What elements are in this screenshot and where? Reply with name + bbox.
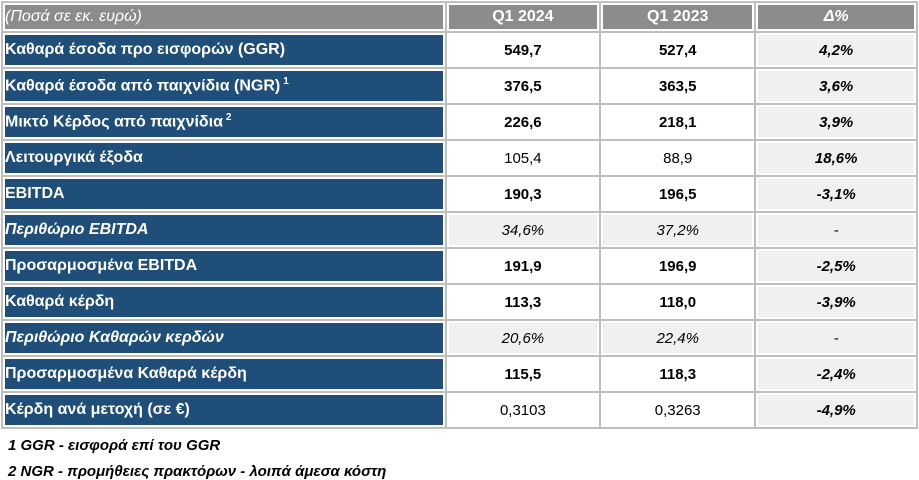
row-label: Λειτουργικά έξοδα bbox=[5, 149, 143, 166]
row-label-cell: Καθαρά έσοδα προ εισφορών (GGR) bbox=[3, 33, 445, 67]
q1-2024-value-cell: 0,3103 bbox=[446, 393, 600, 427]
table-row-gross-profit: Μικτό Κέρδος από παιχνίδια 2 226,6 218,1 … bbox=[3, 105, 916, 139]
financial-results-table: (Ποσά σε εκ. ευρώ) Q1 2024 Q1 2023 Δ% Κα… bbox=[1, 1, 918, 429]
row-label-cell: Προσαρμοσμένα EBITDA bbox=[3, 249, 445, 283]
q1-2023-value-cell: 118,0 bbox=[601, 285, 755, 319]
q1-2023-value-cell: 22,4% bbox=[601, 321, 755, 355]
row-label: EBITDA bbox=[5, 185, 65, 202]
col-header-delta-pct: Δ% bbox=[756, 3, 916, 31]
q1-2024-value-cell: 34,6% bbox=[446, 213, 600, 247]
delta-value-cell: -4,9% bbox=[756, 393, 916, 427]
table-header-row: (Ποσά σε εκ. ευρώ) Q1 2024 Q1 2023 Δ% bbox=[3, 3, 916, 31]
delta-value-cell: 3,9% bbox=[756, 105, 916, 139]
q1-2023-value-cell: 196,5 bbox=[601, 177, 755, 211]
row-label: Καθαρά έσοδα προ εισφορών (GGR) bbox=[5, 41, 286, 58]
q1-2023-value-cell: 218,1 bbox=[601, 105, 755, 139]
q1-2023-value-cell: 527,4 bbox=[601, 33, 755, 67]
row-label-cell: Μικτό Κέρδος από παιχνίδια 2 bbox=[3, 105, 445, 139]
q1-2024-value-cell: 191,9 bbox=[446, 249, 600, 283]
table-row-ggr: Καθαρά έσοδα προ εισφορών (GGR) 549,7 52… bbox=[3, 33, 916, 67]
table-row-ebitda-margin: Περιθώριο EBITDA 34,6% 37,2% - bbox=[3, 213, 916, 247]
q1-2023-value-cell: 118,3 bbox=[601, 357, 755, 391]
table-row-ebitda: EBITDA 190,3 196,5 -3,1% bbox=[3, 177, 916, 211]
table-row-earnings-per-share: Κέρδη ανά μετοχή (σε €) 0,3103 0,3263 -4… bbox=[3, 393, 916, 427]
q1-2024-value-cell: 115,5 bbox=[446, 357, 600, 391]
row-label-cell: Προσαρμοσμένα Καθαρά κέρδη bbox=[3, 357, 445, 391]
table-row-ngr: Καθαρά έσοδα από παιχνίδια (NGR) 1 376,5 … bbox=[3, 69, 916, 103]
footnotes: 1 GGR - εισφορά επί του GGR 2 NGR - προμ… bbox=[0, 429, 919, 480]
footnote-1: 1 GGR - εισφορά επί του GGR bbox=[8, 437, 221, 454]
q1-2024-value-cell: 113,3 bbox=[446, 285, 600, 319]
q1-2024-value-cell: 549,7 bbox=[446, 33, 600, 67]
row-label-cell: Λειτουργικά έξοδα bbox=[3, 141, 445, 175]
q1-2024-value-cell: 376,5 bbox=[446, 69, 600, 103]
delta-value-cell: -2,4% bbox=[756, 357, 916, 391]
row-label-cell: Περιθώριο Καθαρών κερδών bbox=[3, 321, 445, 355]
q1-2024-value-cell: 105,4 bbox=[446, 141, 600, 175]
delta-value-cell: 3,6% bbox=[756, 69, 916, 103]
row-label: Μικτό Κέρδος από παιχνίδια bbox=[5, 113, 223, 131]
q1-2024-value-cell: 190,3 bbox=[446, 177, 600, 211]
table-row-operating-expenses: Λειτουργικά έξοδα 105,4 88,9 18,6% bbox=[3, 141, 916, 175]
delta-value-cell: -3,9% bbox=[756, 285, 916, 319]
col-header-q1-2024: Q1 2024 bbox=[446, 3, 600, 31]
units-header-cell: (Ποσά σε εκ. ευρώ) bbox=[3, 3, 445, 31]
q1-2023-value-cell: 196,9 bbox=[601, 249, 755, 283]
delta-value-cell: 4,2% bbox=[756, 33, 916, 67]
col-header-q1-2023: Q1 2023 bbox=[601, 3, 755, 31]
row-label: Καθαρά έσοδα από παιχνίδια (NGR) bbox=[5, 77, 281, 95]
table-row-net-profit: Καθαρά κέρδη 113,3 118,0 -3,9% bbox=[3, 285, 916, 319]
row-label-cell: Καθαρά κέρδη bbox=[3, 285, 445, 319]
q1-2023-value-cell: 0,3263 bbox=[601, 393, 755, 427]
row-label-cell: Κέρδη ανά μετοχή (σε €) bbox=[3, 393, 445, 427]
row-label: Προσαρμοσμένα Καθαρά κέρδη bbox=[5, 365, 247, 382]
q1-2023-value-cell: 37,2% bbox=[601, 213, 755, 247]
table-row-net-profit-margin: Περιθώριο Καθαρών κερδών 20,6% 22,4% - bbox=[3, 321, 916, 355]
delta-value-cell: 18,6% bbox=[756, 141, 916, 175]
row-label: Περιθώριο EBITDA bbox=[5, 221, 149, 238]
delta-value-cell: -2,5% bbox=[756, 249, 916, 283]
table-row-adjusted-net-profit: Προσαρμοσμένα Καθαρά κέρδη 115,5 118,3 -… bbox=[3, 357, 916, 391]
q1-2023-value-cell: 88,9 bbox=[601, 141, 755, 175]
row-label-cell: Καθαρά έσοδα από παιχνίδια (NGR) 1 bbox=[3, 69, 445, 103]
row-label-cell: EBITDA bbox=[3, 177, 445, 211]
delta-value-cell: -3,1% bbox=[756, 177, 916, 211]
footnote-marker-1: 1 bbox=[283, 76, 289, 88]
q1-2023-value-cell: 363,5 bbox=[601, 69, 755, 103]
delta-value-cell: - bbox=[756, 213, 916, 247]
row-label: Κέρδη ανά μετοχή (σε €) bbox=[5, 401, 190, 418]
row-label: Περιθώριο Καθαρών κερδών bbox=[5, 329, 224, 346]
row-label: Καθαρά κέρδη bbox=[5, 293, 115, 310]
row-label-cell: Περιθώριο EBITDA bbox=[3, 213, 445, 247]
footnote-2: 2 NGR - προμήθειες πρακτόρων - λοιπά άμε… bbox=[8, 463, 387, 480]
q1-2024-value-cell: 226,6 bbox=[446, 105, 600, 139]
row-label: Προσαρμοσμένα EBITDA bbox=[5, 257, 198, 274]
q1-2024-value-cell: 20,6% bbox=[446, 321, 600, 355]
delta-value-cell: - bbox=[756, 321, 916, 355]
footnote-marker-2: 2 bbox=[225, 112, 232, 124]
table-row-adjusted-ebitda: Προσαρμοσμένα EBITDA 191,9 196,9 -2,5% bbox=[3, 249, 916, 283]
